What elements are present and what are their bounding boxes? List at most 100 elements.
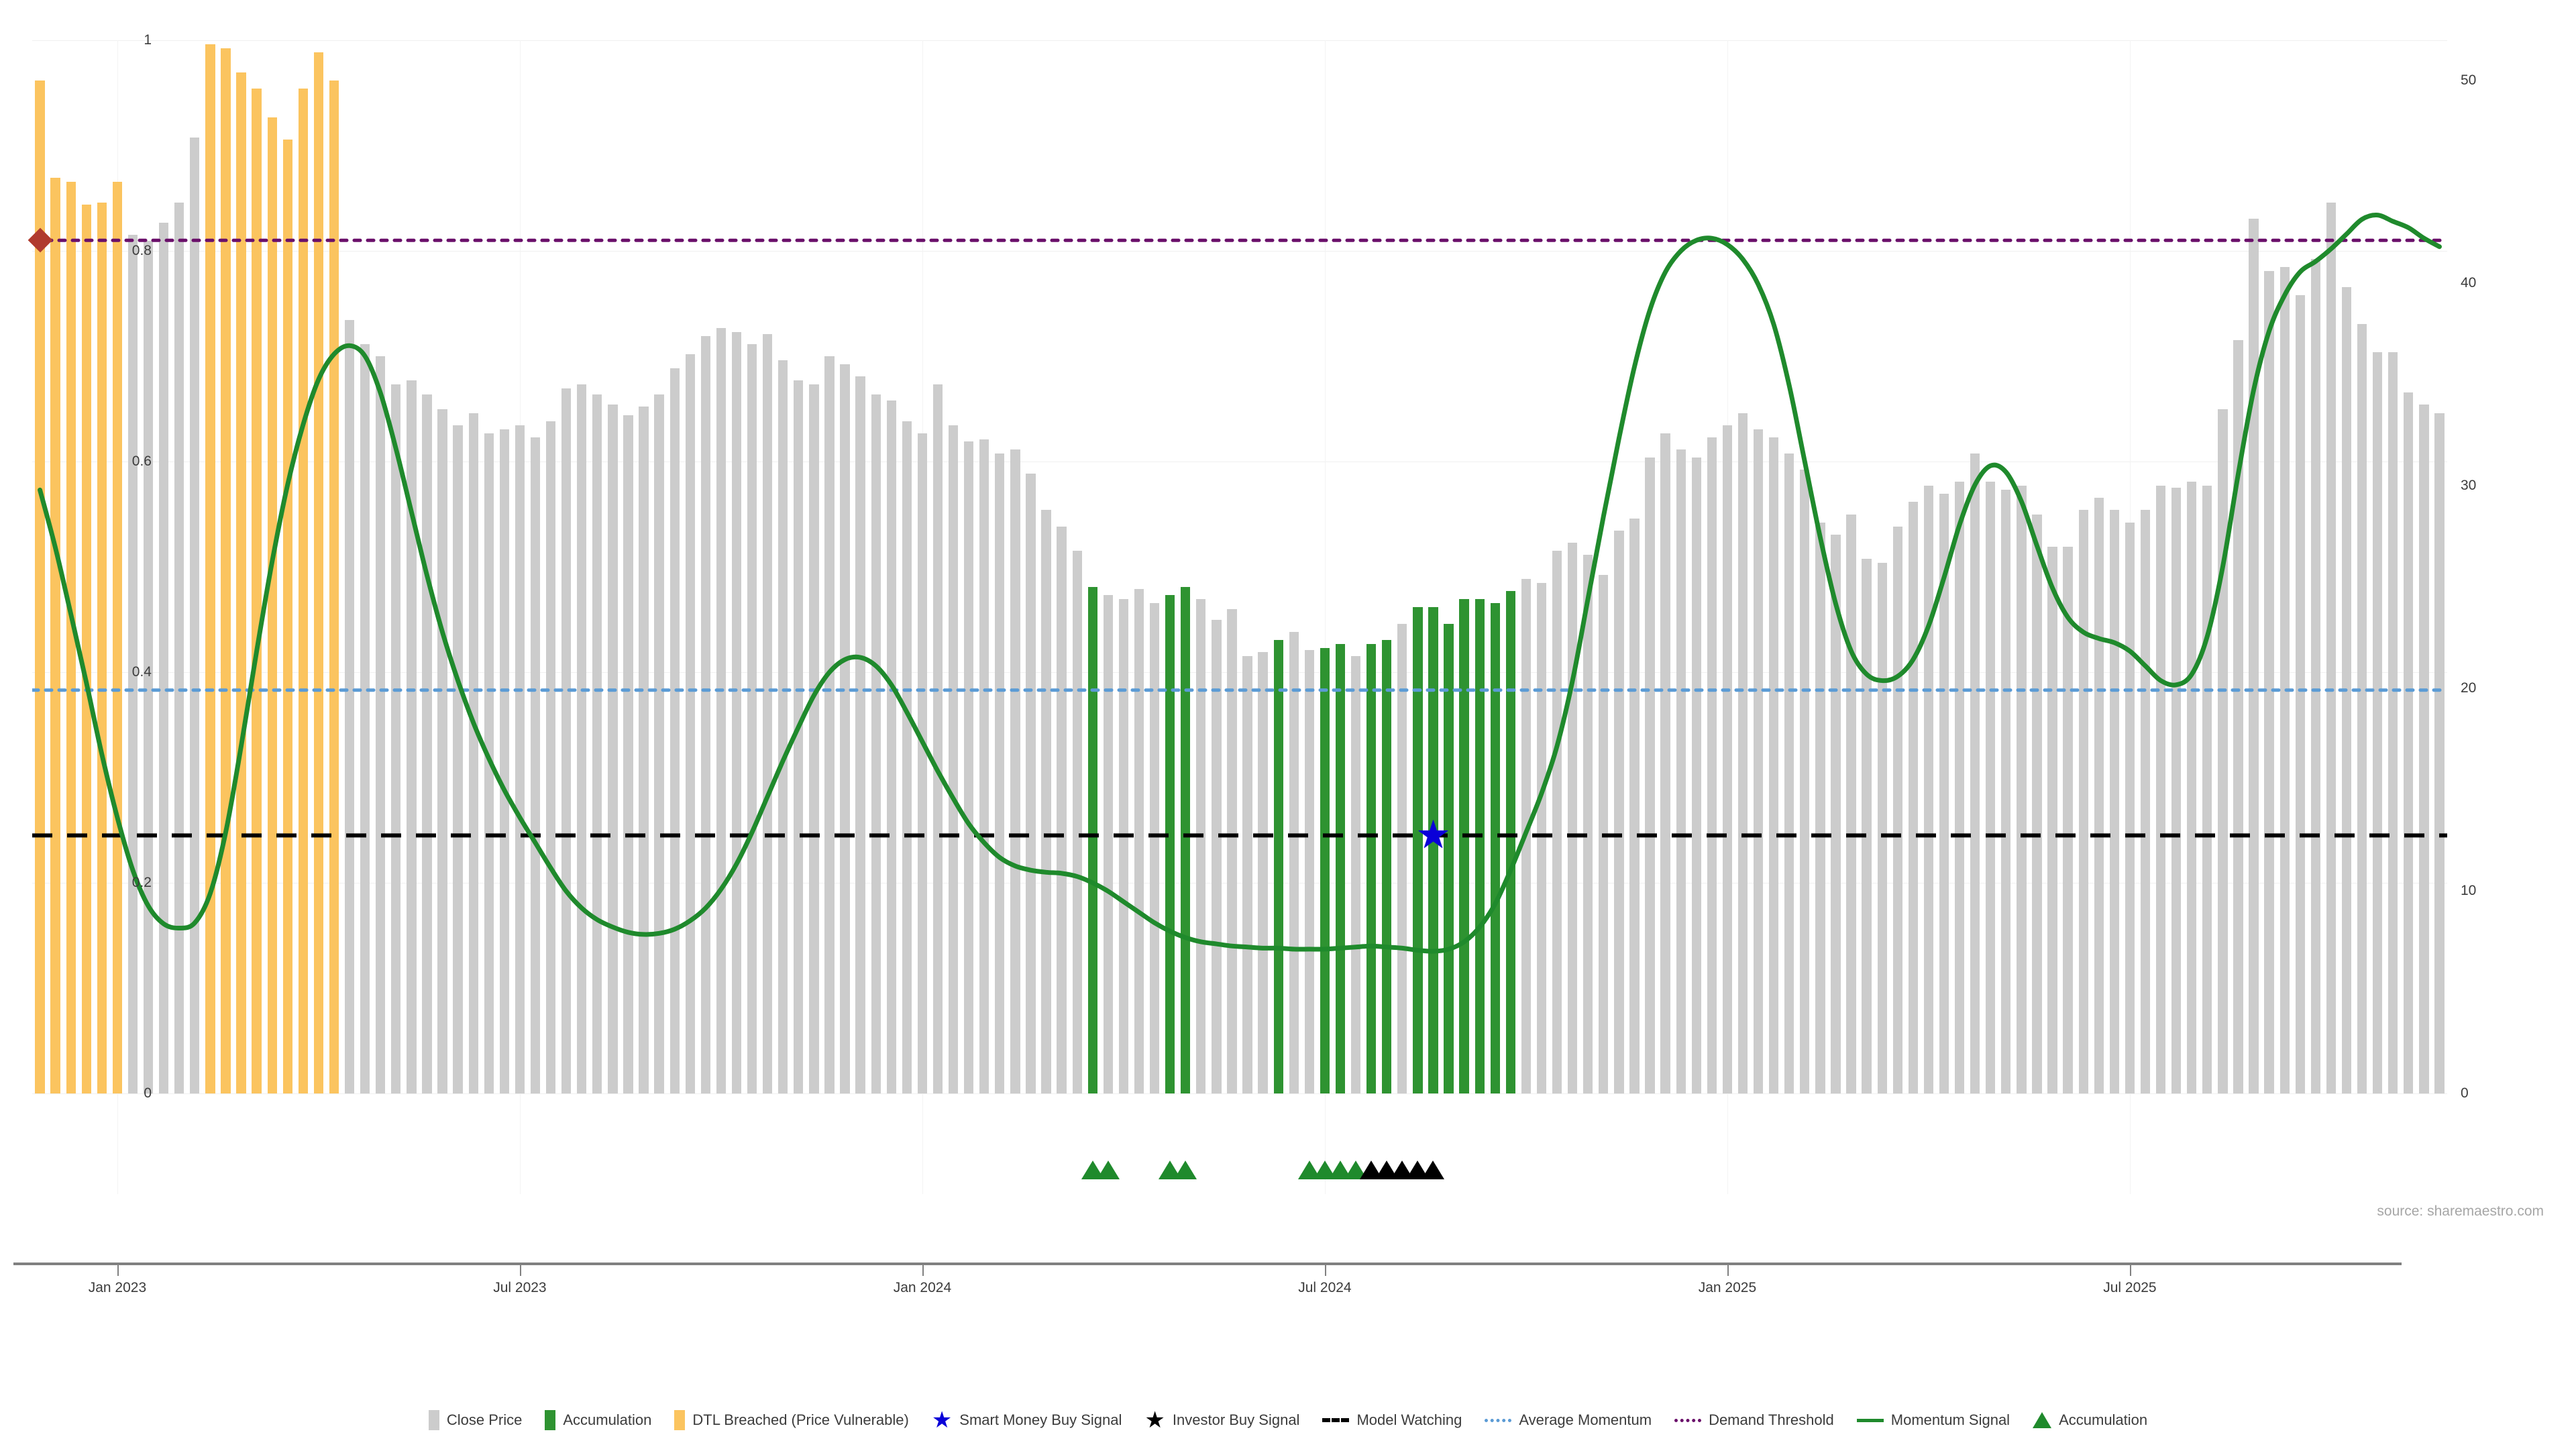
- bar-normal: [685, 354, 695, 1093]
- legend-swatch-line: [1856, 1418, 1884, 1422]
- bar-normal: [1784, 453, 1794, 1093]
- legend-item-label: Model Watching: [1356, 1411, 1462, 1428]
- bar-accum: [1413, 607, 1423, 1093]
- line-series-layer: [30, 40, 2449, 1093]
- bar-normal: [917, 433, 928, 1093]
- source-note: source: sharemaestro.com: [2377, 1203, 2544, 1219]
- chart-legend: Close Price Accumulation DTL Breached (Pri…: [0, 1409, 2576, 1432]
- legend-item-label: Momentum Signal: [1890, 1411, 2010, 1428]
- legend-item-label: Average Momentum: [1519, 1411, 1652, 1428]
- bar-dtl: [329, 80, 339, 1093]
- bar-normal: [809, 384, 819, 1093]
- bar-normal: [2264, 271, 2274, 1093]
- legend-investor-buy-signal[interactable]: ★ Investor Buy Signal: [1144, 1409, 1299, 1432]
- bar-normal: [159, 222, 169, 1093]
- bar-normal: [2419, 405, 2429, 1093]
- legend-swatch-line: [1485, 1418, 1512, 1422]
- bar-normal: [2404, 392, 2414, 1093]
- bar-accum: [1459, 599, 1469, 1093]
- bar-accum: [1320, 647, 1330, 1093]
- bar-normal: [902, 421, 912, 1093]
- bar-normal: [1769, 437, 1779, 1093]
- bar-normal: [2295, 295, 2305, 1093]
- bar-accum: [1382, 639, 1392, 1093]
- bar-normal: [2094, 498, 2104, 1093]
- legend-item-label: Accumulation: [2059, 1411, 2148, 1428]
- bar-normal: [747, 343, 757, 1093]
- bar-normal: [1691, 457, 1701, 1093]
- bar-normal: [871, 394, 881, 1093]
- bar-normal: [639, 407, 649, 1093]
- bar-normal: [1552, 550, 1562, 1093]
- legend-demand-threshold[interactable]: Demand Threshold: [1674, 1413, 1834, 1428]
- y-axis-right-tick-label: 30: [2461, 478, 2477, 494]
- bar-normal: [2388, 352, 2398, 1093]
- bar-normal: [763, 333, 773, 1093]
- point-markers-layer: ★: [28, 40, 2447, 1093]
- bar-normal: [654, 394, 664, 1093]
- bar-normal: [2109, 510, 2119, 1093]
- bar-normal: [1660, 433, 1670, 1093]
- legend-close-price[interactable]: Close Price: [428, 1410, 522, 1430]
- bar-normal: [2155, 486, 2166, 1093]
- bar-dtl: [236, 72, 246, 1093]
- x-axis-tick: [519, 1265, 521, 1276]
- accumulation-triangle-icon: [1174, 1161, 1197, 1179]
- legend-smart-money-buy-signal[interactable]: ★ Smart Money Buy Signal: [932, 1409, 1122, 1432]
- y-axis-right-tick-label: 50: [2461, 72, 2477, 89]
- gridline-h: [32, 1093, 2447, 1094]
- bar-normal: [1118, 599, 1129, 1093]
- legend-swatch-line: [1322, 1418, 1350, 1422]
- bar-normal: [2171, 488, 2182, 1093]
- legend-accumulation-marker[interactable]: Accumulation: [2033, 1412, 2147, 1428]
- plot-area: ★: [28, 40, 2449, 1194]
- bar-normal: [376, 356, 386, 1093]
- bar-normal: [2140, 510, 2151, 1093]
- legend-model-watching[interactable]: Model Watching: [1322, 1413, 1462, 1428]
- y-axis-right-tick-label: 40: [2461, 275, 2477, 291]
- x-axis-tick-label: Jul 2024: [1298, 1280, 1352, 1295]
- bar-normal: [1397, 623, 1407, 1093]
- legend-item-label: Smart Money Buy Signal: [959, 1411, 1122, 1428]
- bar-normal: [1536, 583, 1547, 1093]
- bar-normal: [1862, 558, 1872, 1093]
- bar-normal: [530, 437, 541, 1093]
- bar-normal: [515, 425, 525, 1093]
- demand-threshold-marker-icon: [28, 227, 52, 253]
- y-axis-right-tick-label: 0: [2461, 1085, 2469, 1101]
- bar-normal: [2373, 352, 2383, 1093]
- bar-accum: [1087, 587, 1097, 1093]
- bar-normal: [1304, 649, 1314, 1093]
- legend-average-momentum[interactable]: Average Momentum: [1485, 1413, 1652, 1428]
- x-axis-tick: [1727, 1265, 1729, 1276]
- gridline-h: [32, 672, 2447, 673]
- bar-dtl: [252, 89, 262, 1093]
- bar-normal: [2310, 259, 2320, 1093]
- x-axis-tick-label: Jan 2024: [893, 1280, 952, 1295]
- bar-normal: [623, 415, 633, 1093]
- bar-normal: [1629, 518, 1640, 1093]
- bar-normal: [932, 384, 943, 1093]
- legend-momentum-signal[interactable]: Momentum Signal: [1856, 1411, 2010, 1428]
- legend-accumulation-bar[interactable]: Accumulation: [545, 1410, 651, 1430]
- bar-normal: [2326, 202, 2337, 1093]
- bar-normal: [344, 319, 355, 1093]
- bar-normal: [1676, 449, 1686, 1093]
- line-series-svg: [30, 213, 2449, 954]
- bar-normal: [716, 327, 727, 1093]
- legend-swatch-rect: [428, 1410, 439, 1430]
- bar-normal: [1939, 494, 1949, 1093]
- legend-swatch-line: [1674, 1418, 1702, 1422]
- bar-normal: [1722, 425, 1733, 1093]
- bar-normal: [778, 360, 788, 1093]
- x-axis-tick: [2129, 1265, 2131, 1276]
- legend-dtl-breached[interactable]: DTL Breached (Price Vulnerable): [674, 1410, 909, 1430]
- x-axis-tick-label: Jan 2023: [88, 1280, 147, 1295]
- bar-normal: [1134, 589, 1144, 1093]
- bar-normal: [794, 380, 804, 1093]
- bar-normal: [2047, 546, 2057, 1093]
- x-axis-tick-label: Jul 2023: [493, 1280, 547, 1295]
- bar-normal: [2001, 490, 2011, 1093]
- legend-star-icon: ★: [1144, 1407, 1165, 1433]
